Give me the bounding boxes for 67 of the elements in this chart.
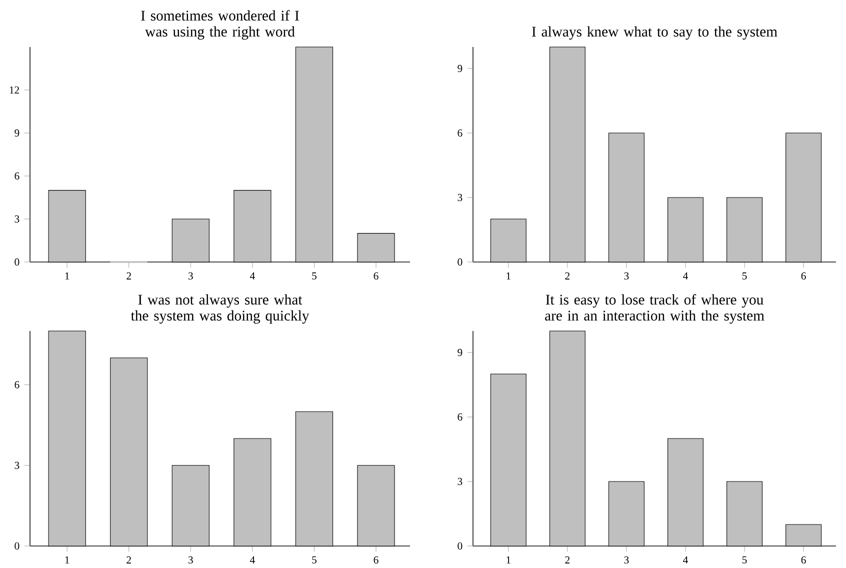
y-tick-label: 0 [458,542,462,550]
y-tick-label: 6 [458,129,462,137]
bar [786,132,822,262]
x-tick-label: 1 [65,556,70,564]
x-tick-label: 4 [683,272,688,280]
bar [357,233,395,262]
bar [786,524,822,546]
y-tick-label: 6 [14,381,20,388]
chart-title: I was not always sure what the system was doing quickly [130,294,310,324]
bar [48,190,86,262]
x-tick-label: 5 [742,556,747,564]
x-tick-label: 5 [312,272,316,280]
x-tick-label: 2 [126,272,131,280]
x-tick-label: 4 [683,556,688,564]
y-tick-label: 9 [458,348,462,356]
y-tick-label: 3 [458,194,462,202]
x-tick-label: 5 [312,556,316,564]
bar [490,374,526,546]
x-tick-label: 3 [188,272,193,280]
x-tick-label: 2 [565,556,570,564]
x-tick-label: 3 [624,556,629,564]
y-tick-label: 9 [14,129,20,137]
bar [608,481,644,546]
y-tick-label: 0 [14,258,20,266]
x-tick-label: 2 [565,272,570,280]
x-tick-label: 6 [801,556,806,564]
y-tick-label: 9 [458,64,462,72]
x-tick-label: 3 [188,556,193,564]
y-tick-label: 0 [14,542,20,550]
bar [234,438,272,546]
bar [549,46,586,262]
bar [295,46,334,262]
bar [172,218,210,262]
bar [110,358,148,546]
bar [234,190,272,262]
bar [608,132,644,262]
x-tick-label: 4 [250,556,255,564]
y-tick-label: 6 [458,413,462,421]
bar [357,465,395,546]
chart-title: I always knew what to say to the system [532,26,778,40]
y-tick-label: 12 [10,86,20,94]
bar [172,465,210,546]
y-tick-label: 3 [14,462,20,469]
x-tick-label: 6 [801,272,806,280]
y-tick-label: 3 [458,478,462,486]
bar [726,197,762,262]
bar [549,330,586,546]
x-tick-label: 6 [374,272,378,280]
bar [668,197,704,262]
x-tick-label: 1 [506,556,510,564]
chart-title: I sometimes wondered if I was using the right word [141,10,299,40]
x-tick-label: 5 [742,272,747,280]
y-tick-label: 3 [14,215,20,223]
chart-title: It is easy to lose track of where you are in an interaction with the system [545,294,764,324]
bar [490,218,526,262]
bar [726,481,762,546]
x-tick-label: 4 [250,272,255,280]
x-tick-label: 1 [506,272,510,280]
bar [48,330,86,546]
x-tick-label: 3 [624,272,629,280]
x-tick-label: 6 [374,556,378,564]
bar [295,411,334,546]
x-tick-label: 2 [126,556,131,564]
y-tick-label: 6 [14,172,20,180]
bar [668,438,704,546]
y-tick-label: 0 [458,258,462,266]
x-tick-label: 1 [65,272,70,280]
